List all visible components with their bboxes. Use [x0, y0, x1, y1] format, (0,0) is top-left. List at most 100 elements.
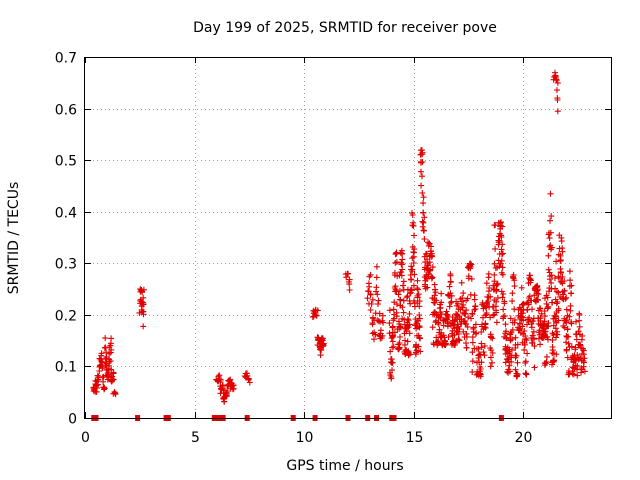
data-point [464, 323, 471, 330]
data-point [415, 291, 422, 298]
data-point [420, 200, 427, 207]
data-point [431, 300, 438, 306]
data-point [509, 346, 515, 353]
data-point [460, 328, 467, 335]
data-point [404, 338, 411, 345]
y-tick-label: 0.3 [55, 257, 77, 273]
y-tick-label: 0 [68, 412, 77, 428]
data-point [416, 334, 423, 341]
data-point [419, 151, 426, 158]
data-point [413, 347, 420, 354]
data-point [438, 299, 445, 306]
data-point [485, 298, 491, 305]
x-tick-label: 20 [515, 430, 533, 446]
data-point [486, 285, 493, 291]
data-point [487, 331, 494, 338]
data-point [418, 182, 425, 189]
data-point [367, 291, 374, 298]
data-point [580, 363, 587, 370]
data-point [527, 279, 534, 286]
data-point [554, 87, 560, 94]
data-point [538, 310, 545, 317]
data-point [553, 76, 560, 83]
data-point [491, 278, 498, 285]
data-point [386, 330, 393, 337]
data-point [573, 336, 580, 343]
data-point [468, 261, 475, 268]
data-point [491, 271, 498, 278]
data-point [458, 279, 465, 286]
data-point [555, 289, 562, 296]
data-point [389, 338, 396, 345]
data-point [419, 218, 426, 225]
data-point [379, 312, 386, 319]
x-tick-label: 0 [81, 430, 90, 446]
data-point [393, 259, 400, 265]
data-point [498, 288, 505, 295]
data-point [554, 79, 561, 86]
y-tick-label: 0.1 [55, 360, 77, 376]
data-point [489, 350, 496, 356]
y-axis-ticks: 0 0.1 0.2 0.3 0.4 0.5 0.6 0.7 [55, 51, 611, 428]
data-point [112, 391, 119, 398]
data-point [416, 303, 423, 310]
data-point [108, 335, 115, 342]
data-point [216, 372, 223, 379]
data-point [386, 307, 393, 314]
data-point [530, 328, 537, 335]
data-point [548, 213, 555, 220]
data-point [519, 310, 526, 317]
data-point [554, 108, 561, 115]
data-point [555, 317, 562, 324]
data-point [387, 372, 394, 378]
data-point [461, 310, 468, 317]
data-point [366, 283, 373, 290]
data-point [478, 340, 485, 347]
data-point [577, 342, 584, 349]
data-point [566, 313, 573, 320]
data-point [367, 307, 374, 313]
data-point [499, 294, 506, 301]
data-point [399, 261, 406, 268]
data-point [101, 384, 108, 391]
data-point [493, 319, 500, 326]
data-point [530, 318, 537, 324]
data-point [451, 332, 458, 338]
data-point [493, 286, 500, 293]
data-point [552, 313, 559, 320]
data-point [468, 275, 475, 282]
data-point [447, 272, 454, 279]
data-point [346, 287, 353, 293]
data-point [372, 331, 379, 338]
data-point [494, 281, 501, 288]
data-point [545, 336, 551, 343]
data-point [374, 291, 381, 298]
data-point [140, 311, 147, 318]
data-point [425, 262, 432, 269]
data-point [541, 308, 548, 314]
data-point [475, 345, 482, 352]
data-point [569, 370, 576, 377]
data-point [386, 320, 393, 327]
data-point [511, 319, 518, 326]
data-point [497, 260, 504, 267]
data-point [463, 307, 470, 314]
data-point [563, 306, 570, 313]
data-point [399, 250, 406, 257]
data-point [400, 278, 407, 285]
data-point [547, 229, 554, 236]
data-point [456, 326, 463, 333]
data-point [400, 282, 406, 289]
data-point [409, 255, 416, 262]
data-point [554, 328, 561, 335]
data-point [524, 350, 531, 357]
data-point [567, 277, 574, 284]
data-point [416, 312, 423, 318]
data-point [459, 295, 466, 302]
data-point [390, 306, 397, 313]
data-point [576, 317, 583, 324]
data-point [140, 294, 147, 301]
data-point [420, 227, 427, 234]
data-point [525, 301, 532, 308]
